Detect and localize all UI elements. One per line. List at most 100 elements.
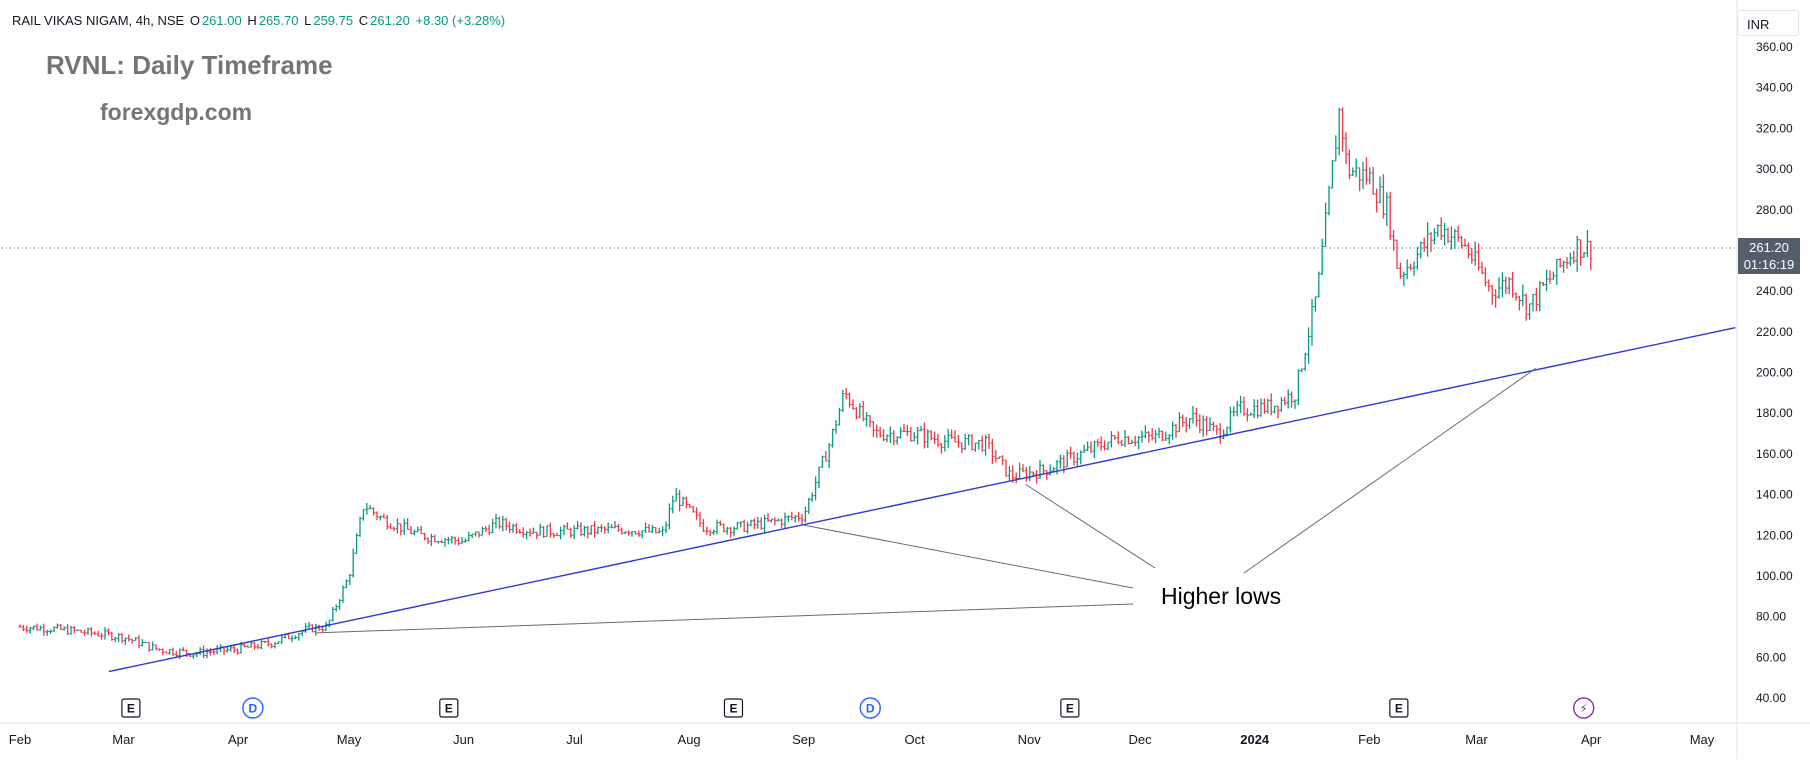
- price-bar: [117, 633, 121, 643]
- price-bar: [593, 521, 597, 538]
- price-bar: [1395, 239, 1399, 269]
- price-bar: [1419, 241, 1423, 259]
- price-bar: [1018, 462, 1022, 480]
- price-bar: [1286, 389, 1290, 409]
- price-bar: [545, 525, 549, 537]
- price-bar: [895, 436, 899, 445]
- price-bar: [1075, 452, 1079, 468]
- price-bar: [1432, 228, 1436, 245]
- price-bar: [83, 629, 87, 636]
- price-bar: [1500, 272, 1504, 298]
- price-bar: [327, 619, 331, 628]
- price-bar: [803, 506, 807, 523]
- price-bar: [1368, 167, 1372, 185]
- price-bar: [443, 538, 447, 547]
- price-bar: [1038, 459, 1042, 479]
- y-tick-label: 180.00: [1756, 406, 1793, 420]
- price-bar: [1545, 269, 1549, 292]
- price-bar: [392, 526, 396, 532]
- price-bar: [253, 642, 257, 650]
- price-bar: [572, 525, 576, 540]
- price-bar: [1201, 415, 1205, 437]
- price-bar: [25, 625, 29, 634]
- price-bar: [358, 516, 362, 537]
- x-tick-label: May: [1690, 732, 1715, 747]
- price-bar: [518, 528, 522, 534]
- price-bar: [1194, 407, 1198, 427]
- higher-low-pointer: [803, 524, 1134, 589]
- price-bar: [100, 632, 104, 640]
- price-bar: [426, 537, 430, 544]
- price-bar: [936, 433, 940, 448]
- x-tick-label: Jun: [453, 732, 474, 747]
- price-bar: [807, 497, 811, 515]
- price-bar: [1307, 327, 1311, 364]
- price-bar: [181, 647, 185, 652]
- price-bar: [1079, 450, 1083, 465]
- y-tick-label: 320.00: [1756, 121, 1793, 135]
- price-bar: [661, 526, 665, 537]
- price-bar: [1211, 421, 1215, 432]
- price-bar: [837, 407, 841, 426]
- price-bar: [1303, 352, 1307, 371]
- price-bar: [419, 525, 423, 535]
- price-bar: [402, 518, 406, 535]
- higher-low-pointer: [1243, 368, 1536, 574]
- price-bar: [967, 434, 971, 446]
- price-bar: [382, 513, 386, 519]
- price-bar: [361, 509, 365, 521]
- price-bar: [916, 426, 920, 445]
- price-bar: [1082, 444, 1086, 453]
- price-bar: [800, 513, 804, 526]
- price-bar: [1324, 202, 1328, 247]
- price-bar: [372, 507, 376, 516]
- event-marker: E: [1389, 698, 1409, 718]
- price-bar: [963, 433, 967, 451]
- price-bar: [1028, 466, 1032, 482]
- price-bar: [824, 451, 828, 462]
- price-bar: [1351, 167, 1355, 176]
- price-bar: [1385, 192, 1389, 226]
- price-bar: [620, 527, 624, 535]
- price-bar: [1092, 440, 1096, 458]
- price-bar: [759, 517, 763, 530]
- currency-button[interactable]: INR: [1737, 10, 1799, 36]
- price-bar: [885, 434, 889, 443]
- price-bar: [1409, 263, 1413, 271]
- price-bar: [1449, 226, 1453, 250]
- price-bar: [440, 539, 444, 543]
- price-bar: [453, 536, 457, 545]
- x-tick-label: Mar: [1465, 732, 1488, 747]
- price-bar: [1582, 252, 1586, 258]
- price-bar: [1293, 399, 1297, 409]
- price-bar: [1007, 465, 1011, 481]
- price-bar: [773, 517, 777, 526]
- price-bar: [552, 532, 556, 538]
- price-bar: [276, 641, 280, 645]
- price-bar: [1109, 431, 1113, 448]
- price-bar: [817, 466, 821, 489]
- y-tick-label: 240.00: [1756, 284, 1793, 298]
- price-bar: [644, 522, 648, 533]
- price-bar: [348, 573, 352, 586]
- x-tick-label: Mar: [112, 732, 135, 747]
- price-bar: [21, 625, 25, 632]
- y-tick-label: 120.00: [1756, 528, 1793, 542]
- chart-overlay-site: forexgdp.com: [100, 99, 253, 125]
- price-bar: [18, 624, 22, 628]
- high-label: H: [247, 13, 257, 28]
- price-bar: [344, 579, 348, 589]
- price-bar: [1562, 260, 1566, 273]
- price-bar: [973, 442, 977, 452]
- price-bar: [290, 635, 294, 643]
- price-bar: [32, 625, 36, 631]
- price-bar: [1014, 472, 1018, 484]
- price-bar: [215, 645, 219, 655]
- price-bar: [1001, 455, 1005, 466]
- x-tick-label: Feb: [1358, 732, 1380, 747]
- price-bar: [678, 490, 682, 512]
- price-bar: [715, 519, 719, 535]
- price-bar: [1381, 174, 1385, 219]
